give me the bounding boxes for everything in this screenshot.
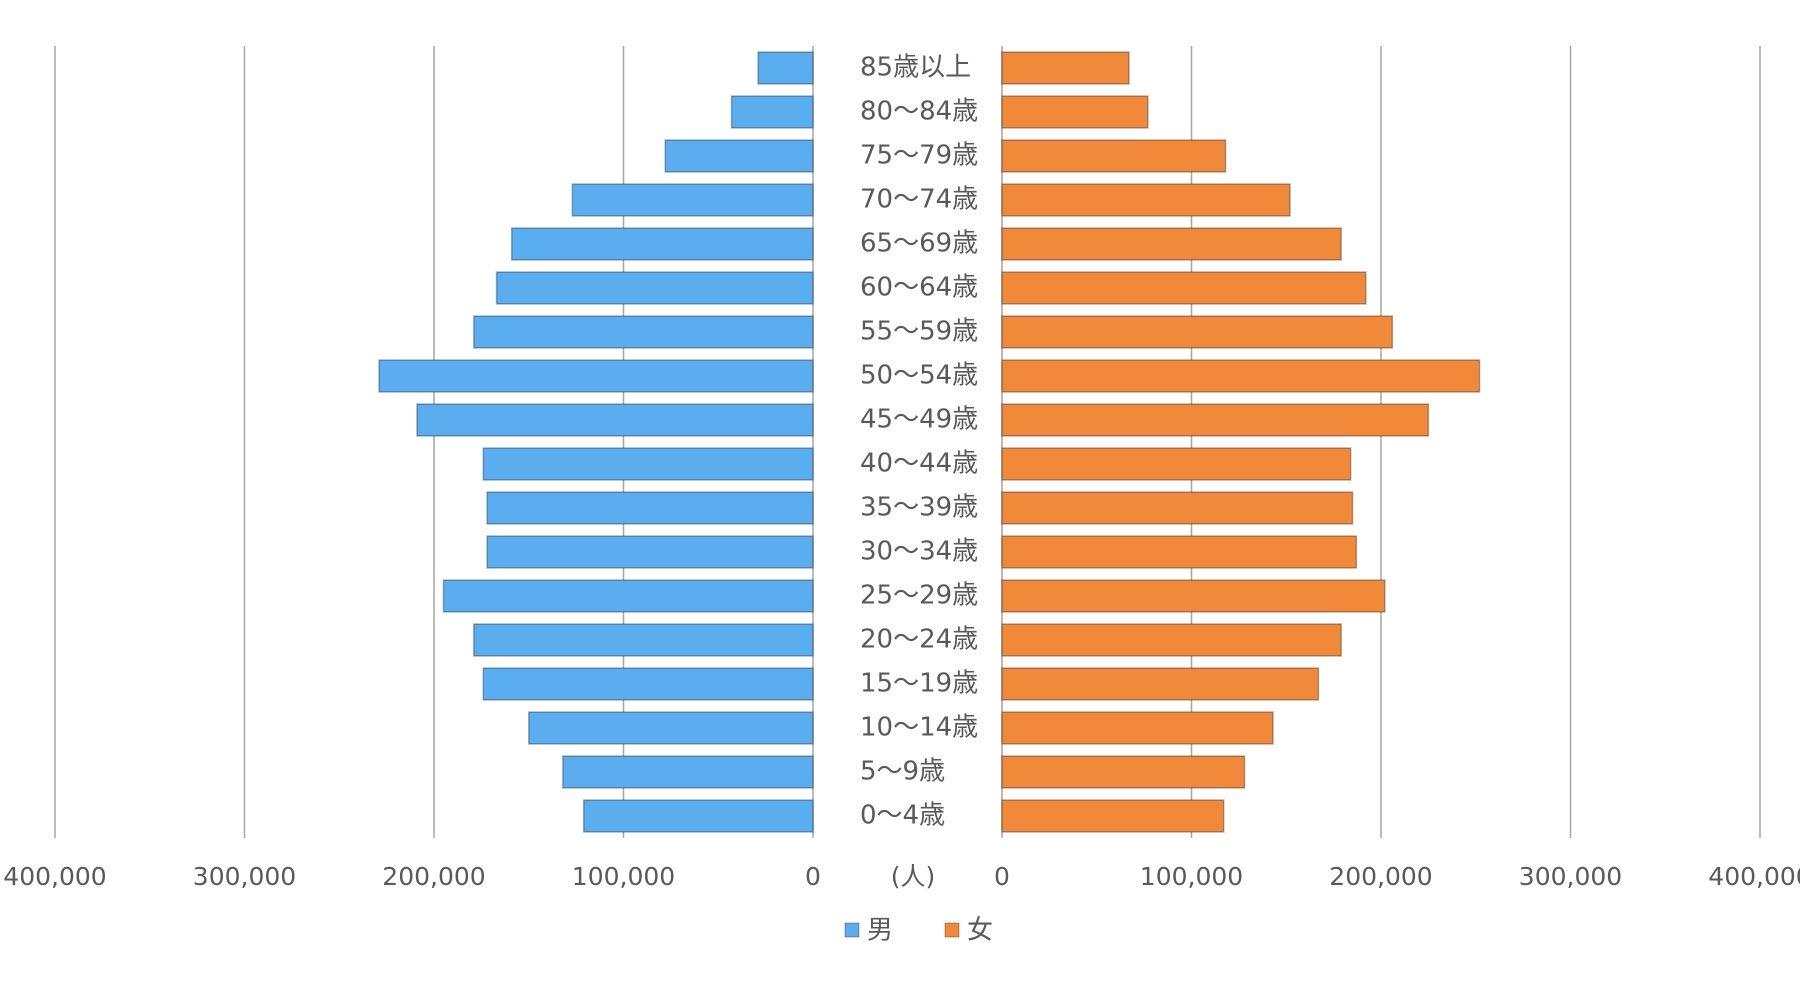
category-label: 80〜84歳 [860,97,978,127]
category-label: 70〜74歳 [860,185,978,215]
bar [1001,403,1430,437]
x-tick-label: 300,000 [193,862,296,891]
bar [1001,315,1394,349]
x-tick-label: 100,000 [1140,862,1243,891]
category-label: 75〜79歳 [860,141,978,171]
category-label: 85歳以上 [860,53,971,83]
bar [1001,491,1354,525]
bar [528,711,814,745]
bar [1001,623,1342,657]
bar [757,51,814,85]
x-tick-label: 400,000 [3,862,106,891]
category-label: 25〜29歳 [860,581,978,611]
unit-label: (人) [891,862,936,891]
bar [1001,51,1130,85]
category-label: 0〜4歳 [860,801,945,831]
bar [486,535,814,569]
bar [1001,535,1358,569]
category-label: 55〜59歳 [860,317,978,347]
category-label: 65〜69歳 [860,229,978,259]
category-label: 35〜39歳 [860,493,978,523]
bar [495,271,814,305]
category-label: 60〜64歳 [860,273,978,303]
legend-swatch [944,922,960,938]
bar [473,315,814,349]
bar [1001,755,1246,789]
bar [730,95,814,129]
bar [1001,227,1342,261]
bar [1001,271,1367,305]
bar [416,403,814,437]
legend-swatch [844,922,860,938]
bar [1001,667,1320,701]
category-label: 50〜54歳 [860,361,978,391]
category-label: 45〜49歳 [860,405,978,435]
bar [1001,799,1225,833]
x-tick-label: 0 [994,862,1010,891]
legend-label: 男 [867,916,893,946]
bar [510,227,814,261]
category-label: 40〜44歳 [860,449,978,479]
x-tick-label: 200,000 [382,862,485,891]
bar [562,755,814,789]
bar [486,491,814,525]
bar [1001,359,1481,393]
category-label: 5〜9歳 [860,757,945,787]
x-tick-label: 300,000 [1519,862,1622,891]
bar [1001,447,1352,481]
bar [1001,95,1149,129]
legend-label: 女 [967,916,993,946]
bar [1001,711,1274,745]
x-tick-label: 200,000 [1329,862,1432,891]
x-tick-label: 0 [805,862,821,891]
x-tick-label: 100,000 [572,862,675,891]
category-label: 30〜34歳 [860,537,978,567]
category-label: 10〜14歳 [860,713,978,743]
bar [1001,139,1227,173]
bar [582,799,814,833]
bar [378,359,814,393]
bar [1001,579,1386,613]
category-label: 20〜24歳 [860,625,978,655]
bar [473,623,814,657]
bar [571,183,814,217]
bar [1001,183,1291,217]
category-label: 15〜19歳 [860,669,978,699]
bar [482,447,814,481]
bar [664,139,814,173]
bar [482,667,814,701]
x-tick-label: 400,000 [1708,862,1800,891]
bar [442,579,814,613]
